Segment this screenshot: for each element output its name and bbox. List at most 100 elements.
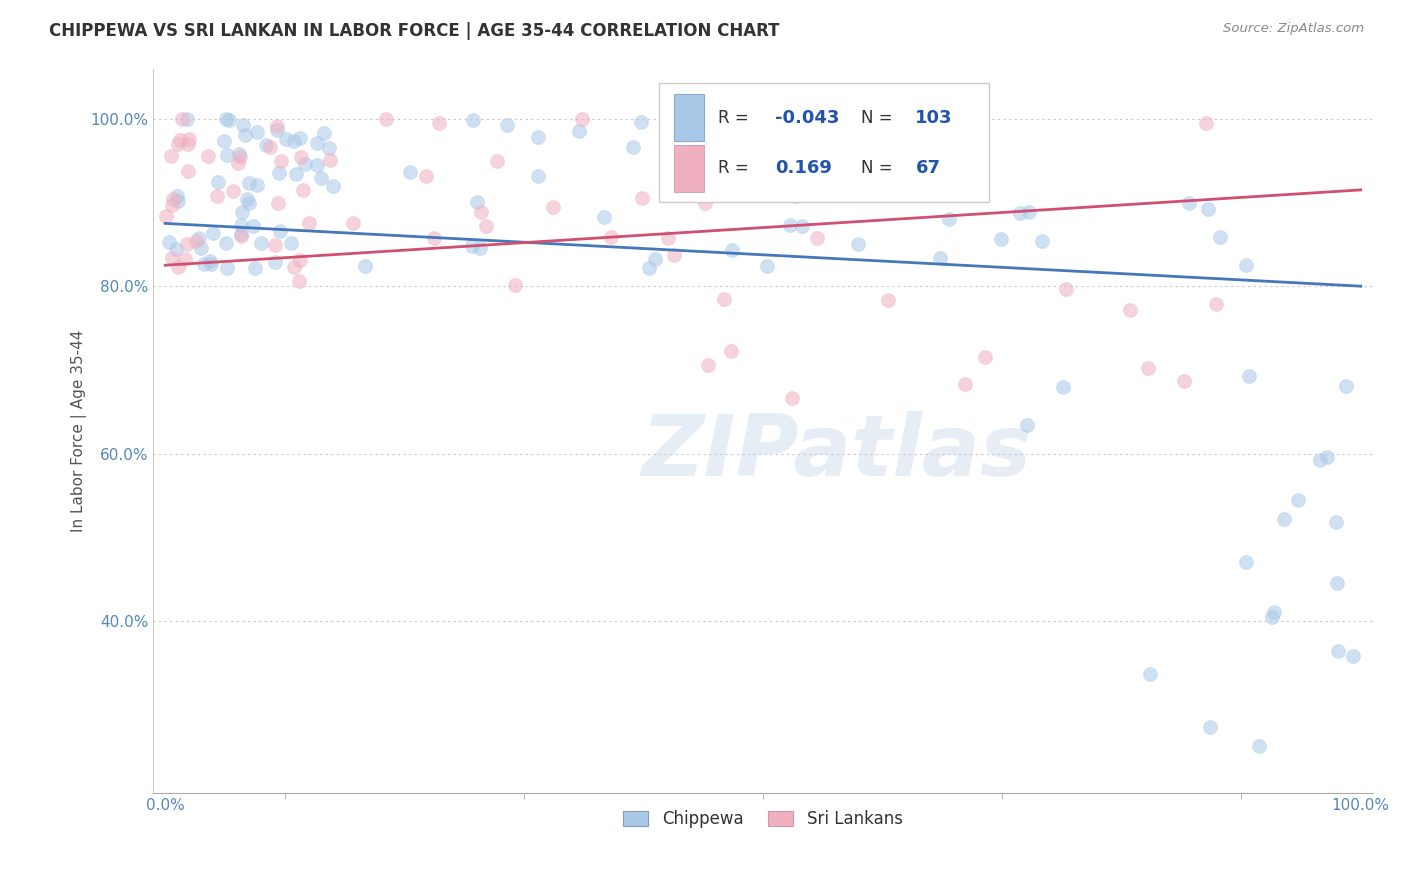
Y-axis label: In Labor Force | Age 35-44: In Labor Force | Age 35-44 bbox=[72, 329, 87, 532]
Point bbox=[193, 257, 215, 271]
Point bbox=[354, 259, 377, 273]
Point bbox=[218, 112, 240, 127]
Point bbox=[593, 210, 616, 224]
Point bbox=[846, 236, 869, 251]
Point bbox=[949, 178, 972, 192]
Point bbox=[657, 152, 679, 166]
Point bbox=[862, 184, 884, 198]
Point bbox=[198, 253, 221, 268]
Point bbox=[693, 196, 716, 211]
Text: R =: R = bbox=[718, 109, 754, 127]
Point bbox=[177, 132, 200, 146]
Point bbox=[197, 149, 219, 163]
Point bbox=[1018, 205, 1040, 219]
Text: Source: ZipAtlas.com: Source: ZipAtlas.com bbox=[1223, 22, 1364, 36]
Bar bbox=[673, 95, 704, 141]
Point bbox=[233, 128, 256, 142]
Point bbox=[374, 112, 396, 126]
Point bbox=[319, 153, 342, 168]
Point bbox=[238, 177, 260, 191]
Point bbox=[827, 155, 849, 169]
Point bbox=[1261, 610, 1284, 624]
Text: N =: N = bbox=[860, 109, 897, 127]
Legend: Chippewa, Sri Lankans: Chippewa, Sri Lankans bbox=[617, 804, 910, 835]
Point bbox=[1017, 418, 1039, 433]
Point bbox=[297, 217, 319, 231]
Point bbox=[212, 134, 235, 148]
Point bbox=[288, 130, 311, 145]
FancyBboxPatch shape bbox=[659, 83, 988, 202]
Point bbox=[202, 226, 225, 240]
Point bbox=[600, 229, 623, 244]
Point bbox=[475, 219, 498, 233]
Point bbox=[621, 139, 644, 153]
Point bbox=[188, 231, 211, 245]
Point bbox=[1197, 202, 1219, 217]
Point bbox=[571, 112, 593, 126]
Point bbox=[190, 241, 212, 255]
Point bbox=[755, 259, 778, 273]
Point bbox=[167, 260, 190, 275]
Point bbox=[177, 163, 200, 178]
Text: CHIPPEWA VS SRI LANKAN IN LABOR FORCE | AGE 35-44 CORRELATION CHART: CHIPPEWA VS SRI LANKAN IN LABOR FORCE | … bbox=[49, 22, 780, 40]
Point bbox=[173, 252, 195, 266]
Point bbox=[1334, 378, 1357, 392]
Point bbox=[229, 150, 252, 164]
Point bbox=[322, 178, 344, 193]
Point bbox=[294, 156, 316, 170]
Point bbox=[166, 188, 188, 202]
Point bbox=[284, 167, 307, 181]
Point bbox=[929, 251, 952, 265]
Point bbox=[1309, 453, 1331, 467]
Point bbox=[831, 179, 853, 194]
Point bbox=[461, 238, 484, 252]
Point bbox=[630, 115, 652, 129]
Point bbox=[1205, 297, 1227, 311]
Point bbox=[1054, 281, 1077, 295]
Point bbox=[467, 194, 489, 209]
Point bbox=[245, 261, 267, 276]
Point bbox=[924, 145, 946, 160]
Point bbox=[217, 261, 239, 276]
Point bbox=[461, 112, 484, 127]
Point bbox=[1209, 229, 1232, 244]
Point bbox=[266, 196, 288, 211]
Point bbox=[217, 148, 239, 162]
Point bbox=[246, 125, 269, 139]
Point bbox=[1286, 492, 1309, 507]
Point bbox=[682, 167, 704, 181]
Point bbox=[429, 116, 451, 130]
Text: -0.043: -0.043 bbox=[775, 109, 839, 127]
Point bbox=[228, 146, 250, 161]
Point bbox=[229, 218, 252, 232]
Point bbox=[1239, 368, 1261, 383]
Point bbox=[155, 209, 177, 223]
Point bbox=[160, 198, 183, 212]
Point bbox=[264, 255, 287, 269]
Point bbox=[280, 235, 302, 250]
Bar bbox=[673, 145, 704, 192]
Point bbox=[269, 224, 291, 238]
Point bbox=[953, 376, 976, 391]
Point bbox=[568, 123, 591, 137]
Point bbox=[974, 350, 997, 364]
Point bbox=[468, 241, 491, 255]
Point bbox=[1272, 512, 1295, 526]
Point bbox=[1195, 116, 1218, 130]
Point bbox=[259, 140, 281, 154]
Point bbox=[221, 185, 243, 199]
Point bbox=[236, 192, 259, 206]
Point bbox=[167, 137, 190, 152]
Point bbox=[307, 158, 329, 172]
Point bbox=[287, 274, 309, 288]
Point bbox=[288, 253, 311, 268]
Point bbox=[806, 231, 828, 245]
Text: ZIPatlas: ZIPatlas bbox=[641, 411, 1031, 494]
Point bbox=[503, 278, 526, 293]
Point bbox=[292, 183, 315, 197]
Point bbox=[541, 200, 564, 214]
Point bbox=[657, 230, 679, 244]
Point bbox=[160, 149, 183, 163]
Point bbox=[1198, 720, 1220, 734]
Point bbox=[938, 212, 960, 227]
